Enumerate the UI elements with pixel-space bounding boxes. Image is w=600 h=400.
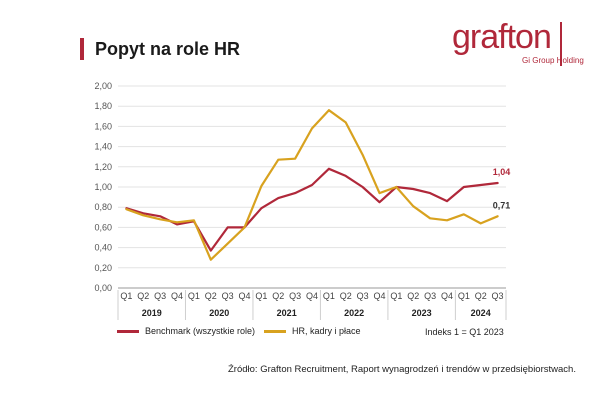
y-tick-label: 1,40 bbox=[94, 142, 112, 152]
x-tick-label: Q4 bbox=[171, 291, 183, 301]
x-year-label: 2024 bbox=[471, 308, 491, 318]
x-year-label: 2020 bbox=[209, 308, 229, 318]
legend-swatch-benchmark bbox=[117, 329, 139, 333]
logo-subtitle: Gi Group Holding bbox=[522, 56, 584, 65]
grafton-logo: grafton Gi Group Holding bbox=[452, 18, 584, 68]
legend-label-hr: HR, kadry i płace bbox=[292, 326, 361, 336]
x-tick-label: Q1 bbox=[120, 291, 132, 301]
x-tick-label: Q3 bbox=[424, 291, 436, 301]
chart-title: Popyt na role HR bbox=[95, 39, 241, 59]
end-value-label-benchmark: 1,04 bbox=[493, 167, 511, 177]
legend-swatch-hr bbox=[264, 329, 286, 333]
x-year-label: 2023 bbox=[412, 308, 432, 318]
y-tick-label: 1,80 bbox=[94, 101, 112, 111]
x-tick-label: Q1 bbox=[255, 291, 267, 301]
x-tick-label: Q3 bbox=[289, 291, 301, 301]
x-tick-label: Q1 bbox=[323, 291, 335, 301]
logo-wordmark: grafton bbox=[452, 18, 552, 56]
x-tick-label: Q2 bbox=[137, 291, 149, 301]
x-tick-label: Q1 bbox=[390, 291, 402, 301]
legend-benchmark: Benchmark (wszystkie role) bbox=[117, 326, 255, 336]
x-year-label: 2019 bbox=[142, 308, 162, 318]
x-tick-label: Q1 bbox=[188, 291, 200, 301]
x-tick-label: Q4 bbox=[306, 291, 318, 301]
x-tick-label: Q2 bbox=[272, 291, 284, 301]
x-tick-label: Q3 bbox=[357, 291, 369, 301]
index-note: Indeks 1 = Q1 2023 bbox=[425, 327, 504, 337]
x-tick-label: Q2 bbox=[407, 291, 419, 301]
legend-label-benchmark: Benchmark (wszystkie role) bbox=[145, 326, 256, 336]
x-tick-label: Q3 bbox=[492, 291, 504, 301]
x-tick-label: Q2 bbox=[475, 291, 487, 301]
x-tick-label: Q4 bbox=[441, 291, 453, 301]
end-value-label-hr: 0,71 bbox=[493, 200, 511, 210]
y-tick-label: 1,00 bbox=[94, 182, 112, 192]
y-tick-label: 1,60 bbox=[94, 121, 112, 131]
series-line-hr bbox=[125, 109, 499, 261]
x-tick-label: Q4 bbox=[373, 291, 385, 301]
series-line-benchmark bbox=[125, 167, 499, 252]
y-tick-label: 1,20 bbox=[94, 162, 112, 172]
y-tick-label: 0,20 bbox=[94, 263, 112, 273]
y-tick-label: 0,60 bbox=[94, 222, 112, 232]
y-tick-label: 0,00 bbox=[94, 283, 112, 293]
x-tick-label: Q3 bbox=[154, 291, 166, 301]
y-tick-label: 2,00 bbox=[94, 81, 112, 91]
x-tick-label: Q3 bbox=[222, 291, 234, 301]
x-tick-label: Q2 bbox=[340, 291, 352, 301]
x-year-label: 2022 bbox=[344, 308, 364, 318]
x-year-label: 2021 bbox=[277, 308, 297, 318]
legend-hr: HR, kadry i płace bbox=[264, 326, 361, 336]
source-note: Źródło: Grafton Recruitment, Raport wyna… bbox=[228, 364, 576, 375]
x-tick-label: Q1 bbox=[458, 291, 470, 301]
x-tick-label: Q2 bbox=[205, 291, 217, 301]
logo-divider bbox=[560, 22, 562, 66]
y-tick-label: 0,40 bbox=[94, 243, 112, 253]
y-tick-label: 0,80 bbox=[94, 202, 112, 212]
x-tick-label: Q4 bbox=[239, 291, 251, 301]
title-accent-bar bbox=[80, 38, 84, 60]
